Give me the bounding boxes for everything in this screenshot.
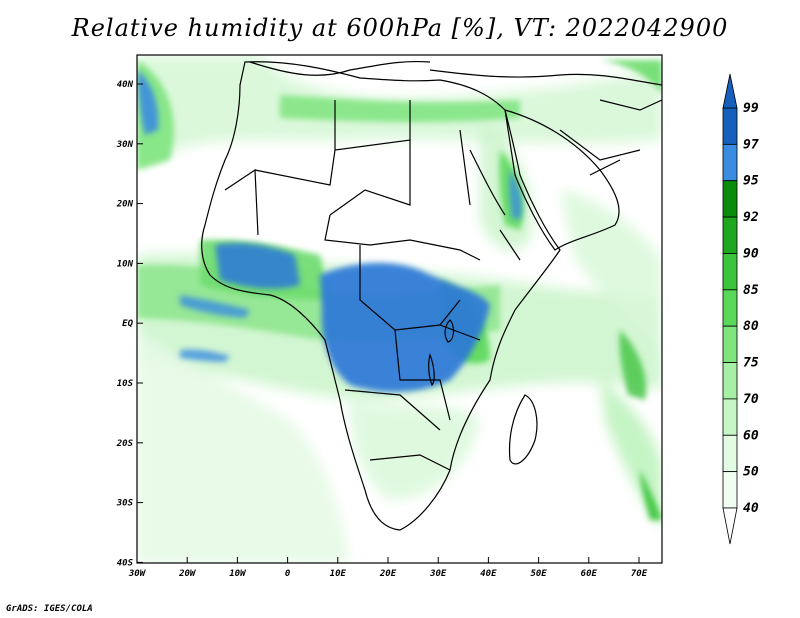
frame-border <box>136 54 663 564</box>
lon-label: 0 <box>285 569 291 579</box>
colorbar-segment <box>722 180 738 218</box>
lat-label: 30N <box>116 140 134 150</box>
latitude-axis: 40N 30N 20N 10N EQ 10S 20S 30S 40S <box>116 80 143 568</box>
colorbar-label: 60 <box>743 428 759 443</box>
lon-label: 30W <box>128 569 147 579</box>
colorbar-segment <box>722 434 738 473</box>
colorbar-label: 40 <box>743 501 759 516</box>
lon-label: 20W <box>178 569 197 579</box>
lat-label: EQ <box>122 319 133 329</box>
map-title: Relative humidity at 600hPa [%], VT: 202… <box>71 14 729 42</box>
colorbar-bottom-arrow <box>722 507 738 545</box>
lon-label: 10W <box>229 569 247 579</box>
lon-label: 10E <box>330 569 347 579</box>
colorbar-label: 50 <box>743 465 759 480</box>
colorbar-segment <box>722 471 738 509</box>
colorbar-segment <box>722 398 738 436</box>
colorbar-segment <box>722 253 738 291</box>
colorbar-segment <box>722 107 738 145</box>
lat-label: 30S <box>116 499 134 509</box>
colorbar-segment <box>722 216 738 254</box>
colorbar-top-arrow <box>722 73 738 109</box>
colorbar-label: 75 <box>743 356 759 371</box>
humidity-field <box>137 55 662 563</box>
lon-label: 50E <box>530 569 547 579</box>
grads-credit: GrADS: IGES/COLA <box>6 604 93 614</box>
lon-label: 30E <box>429 569 447 579</box>
colorbar-label: 85 <box>743 283 759 298</box>
longitude-axis: 30W 20W 10W 0 10E 20E 30E 40E 50E 60E 70E <box>128 557 648 579</box>
colorbar-label: 80 <box>743 319 759 334</box>
lat-label: 10S <box>117 379 134 389</box>
colorbar-segment <box>722 325 738 363</box>
colorbar-segment <box>722 362 738 400</box>
lon-label: 40E <box>480 569 497 579</box>
colorbar-label: 99 <box>743 101 759 116</box>
lat-label: 40N <box>117 80 134 90</box>
colorbar-label: 90 <box>743 246 759 261</box>
colorbar-segment <box>722 289 738 327</box>
lon-label: 60E <box>581 569 598 579</box>
lat-label: 40S <box>117 558 134 568</box>
lon-label: 20E <box>379 569 397 579</box>
colorbar-label: 95 <box>743 174 759 189</box>
colorbar-label: 92 <box>743 210 759 225</box>
colorbar: 99 97 95 92 90 85 80 75 70 60 50 40 <box>722 73 759 545</box>
lat-label: 10N <box>117 259 134 269</box>
coastlines <box>201 60 662 531</box>
colorbar-label: 97 <box>743 137 759 152</box>
colorbar-label: 70 <box>743 392 759 407</box>
lat-label: 20S <box>116 439 134 449</box>
colorbar-segment <box>722 143 738 182</box>
lon-label: 70E <box>631 569 648 579</box>
lat-label: 20N <box>116 200 134 210</box>
humidity-map: 40N 30N 20N 10N EQ 10S 20S 30S 40S 30W 20W 10W 0 10E… <box>116 54 759 579</box>
